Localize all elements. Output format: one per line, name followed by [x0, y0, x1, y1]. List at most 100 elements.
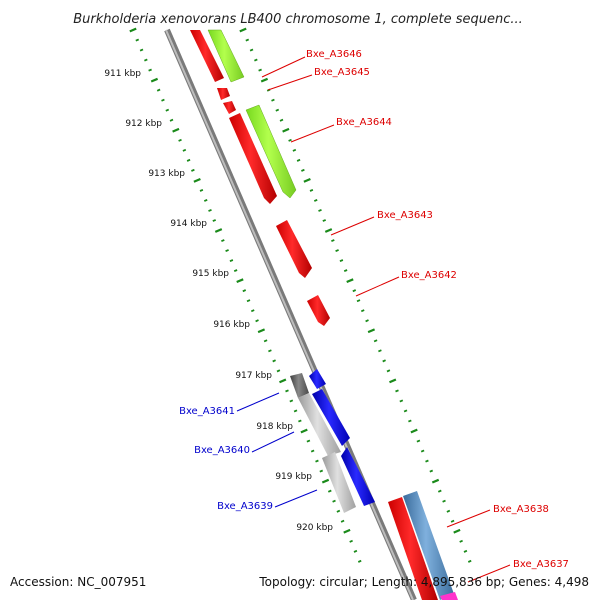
scale-tick: [279, 118, 284, 122]
gene-feature-Bxe_A3645[interactable]: [217, 88, 230, 100]
scale-tick: [199, 188, 204, 192]
scale-tick: [285, 389, 289, 393]
scale-tick: [463, 549, 468, 553]
scale-tick: [446, 509, 451, 513]
scale-tick: [410, 428, 418, 434]
scale-tick: [255, 319, 259, 323]
scale-tick: [367, 328, 376, 334]
scale-tick: [148, 68, 152, 72]
scale-tick: [298, 419, 302, 423]
scale-label: 919 kbp: [275, 472, 312, 482]
scale-tick: [315, 459, 319, 463]
scale-tick: [229, 259, 234, 263]
gene-label[interactable]: Bxe_A3642: [401, 270, 457, 281]
gene-feature-green[interactable]: [207, 29, 245, 83]
gene-label[interactable]: Bxe_A3646: [306, 49, 362, 60]
scale-tick: [135, 38, 140, 42]
scale-tick: [161, 98, 165, 102]
gene-feature-Bxe_A3639[interactable]: [322, 452, 356, 513]
scale-tick: [191, 168, 195, 172]
scale-tick: [275, 108, 280, 112]
scale-tick: [303, 177, 311, 183]
gene-feature-Bxe_A3641[interactable]: [290, 373, 309, 398]
gene-label[interactable]: Bxe_A3644: [336, 117, 392, 128]
scale-tick: [352, 289, 357, 293]
gene-feature-Bxe_A3637[interactable]: [440, 592, 458, 600]
scale-tick: [242, 289, 247, 293]
chromosome-backbone-highlight: [165, 29, 414, 600]
scale-tick: [319, 469, 324, 473]
scale-tick: [129, 27, 137, 33]
scale-tick: [245, 38, 250, 42]
scale-label: 915 kbp: [192, 269, 229, 279]
scale-tick: [306, 439, 311, 443]
scale-tick: [459, 539, 463, 543]
scale-tick: [425, 459, 429, 463]
scale-tick: [339, 259, 344, 263]
gene-feature-blue[interactable]: [312, 389, 350, 446]
gene-label[interactable]: Bxe_A3641: [179, 406, 235, 417]
accession-text: Accession: NC_007951: [10, 575, 146, 589]
scale-tick: [257, 328, 266, 334]
scale-tick: [225, 249, 229, 253]
gene-label[interactable]: Bxe_A3639: [217, 501, 273, 512]
scale-tick: [313, 198, 318, 202]
scale-tick: [403, 409, 408, 413]
gene-label[interactable]: Bxe_A3643: [377, 210, 433, 221]
gene-feature-small-blue[interactable]: [309, 369, 326, 389]
scale-tick: [349, 539, 353, 543]
scale-tick: [437, 489, 442, 493]
scale-tick: [169, 118, 174, 122]
scale-label: 913 kbp: [148, 169, 185, 179]
scale-tick: [416, 439, 421, 443]
scale-tick: [373, 339, 378, 343]
gene-feature-green[interactable]: [245, 104, 297, 199]
scale-tick: [336, 509, 341, 513]
scale-tick: [450, 519, 455, 523]
gene-label[interactable]: Bxe_A3645: [314, 67, 370, 78]
scale-tick: [139, 48, 144, 52]
gene-labels: Bxe_A3646 Bxe_A3645 Bxe_A3644 Bxe_A3643 …: [179, 49, 569, 570]
scale-tick: [356, 299, 361, 303]
scale-tick: [331, 239, 335, 243]
scale-tick: [165, 108, 170, 112]
gene-feature-small[interactable]: [223, 101, 236, 114]
gene-feature-Bxe_A3642[interactable]: [307, 295, 330, 326]
gene-feature-steel[interactable]: [403, 491, 454, 600]
scale-tick: [150, 77, 159, 83]
gene-feature-Bxe_A3644[interactable]: [229, 113, 277, 204]
gene-feature-Bxe_A3638[interactable]: [388, 497, 438, 600]
scale-tick: [279, 378, 287, 384]
scale-tick: [156, 88, 161, 92]
scale-tick: [233, 269, 238, 273]
gene-label[interactable]: Bxe_A3637: [513, 559, 569, 570]
scale-tick: [208, 208, 212, 212]
gene-feature-Bxe_A3640[interactable]: [298, 393, 341, 456]
gene-label[interactable]: Bxe_A3640: [194, 445, 250, 456]
scale-tick: [236, 278, 244, 284]
scale-tick: [239, 27, 247, 33]
scale-tick: [360, 309, 365, 313]
scale-tick: [296, 158, 301, 162]
gene-feature-Bxe_A3646[interactable]: [190, 30, 224, 82]
scale-tick: [178, 138, 182, 142]
scale-tick: [172, 127, 180, 133]
scale-tick: [271, 98, 275, 102]
scale-tick: [214, 228, 223, 233]
scale-tick: [193, 177, 201, 183]
scale-tick: [292, 148, 297, 152]
scale-tick: [467, 559, 472, 563]
scale-tick: [365, 319, 369, 323]
scale-tick: [282, 127, 290, 133]
gene-label[interactable]: Bxe_A3638: [493, 504, 549, 515]
scale-label: 918 kbp: [256, 422, 293, 432]
scale-tick: [182, 148, 187, 152]
gene-feature-blue[interactable]: [341, 447, 375, 506]
scale-tick: [420, 449, 425, 453]
scale-tick: [221, 239, 225, 243]
scale-tick: [268, 349, 272, 353]
gene-feature-Bxe_A3643[interactable]: [276, 220, 312, 278]
topology-text: Topology: circular; Length: 4,895,836 bp…: [258, 575, 589, 589]
scale-tick: [332, 499, 336, 503]
